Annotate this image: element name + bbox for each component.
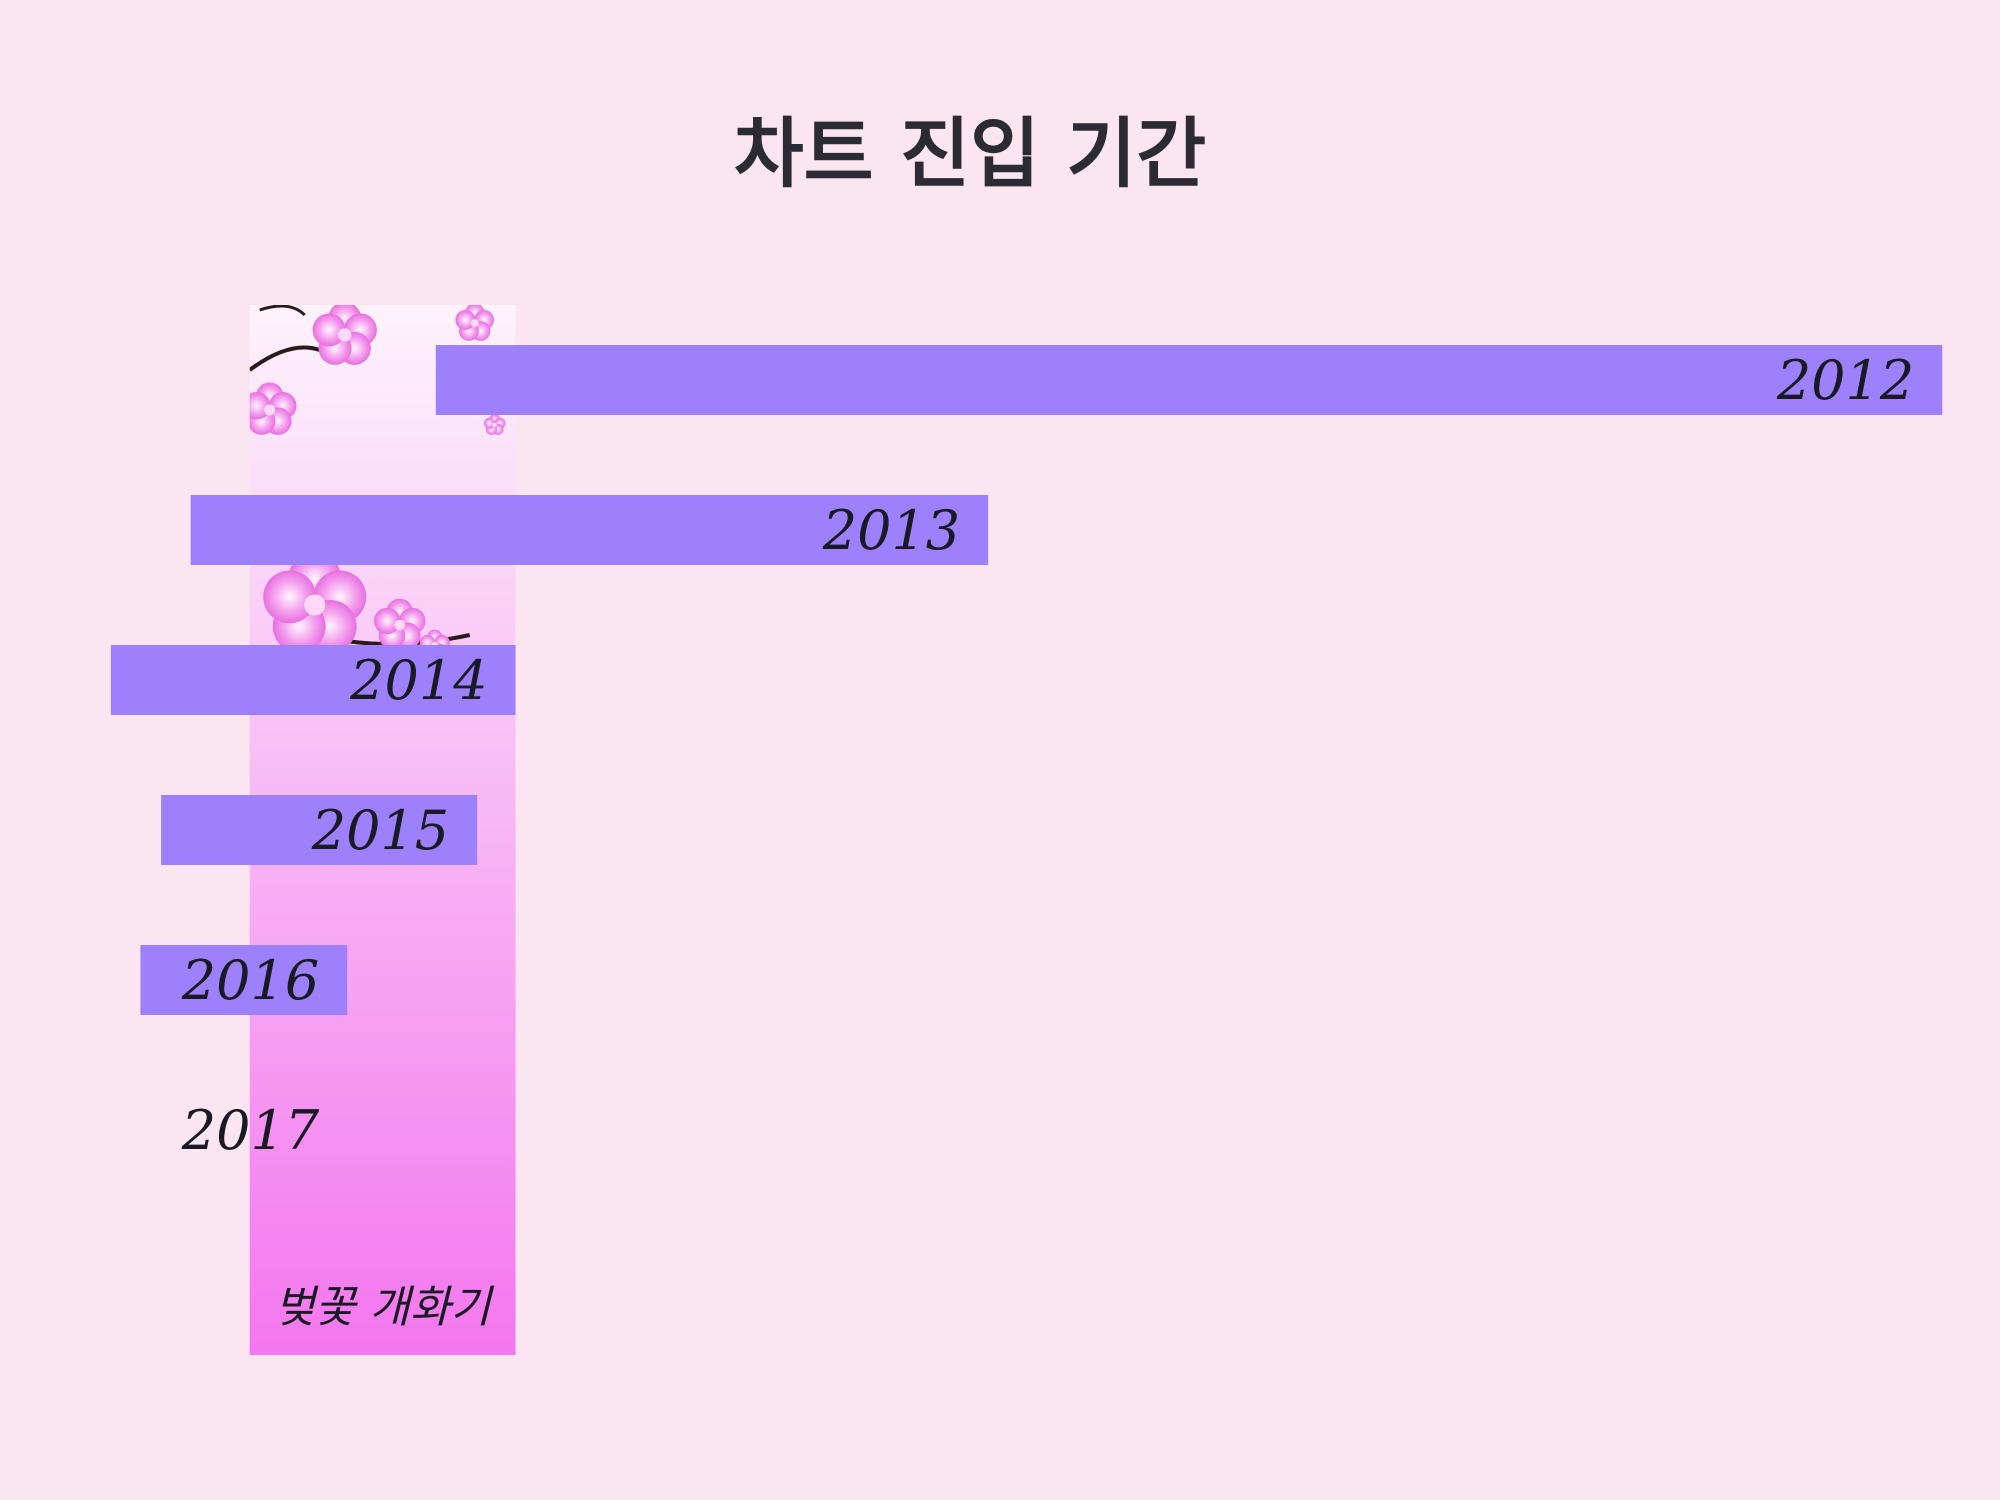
blossom-period-label: 벚꽃 개화기 (274, 1282, 494, 1333)
bar-2014 (110, 645, 516, 715)
bar-2015 (161, 795, 478, 865)
bar-2016 (140, 945, 348, 1015)
cherry-blossom-decoration (249, 305, 506, 659)
bar-label-2013: 2013 (822, 499, 960, 562)
bar-label-2014: 2014 (349, 649, 487, 712)
bar-label-2016: 2016 (181, 949, 319, 1012)
bar-2012 (435, 345, 1943, 415)
bar-2013 (190, 495, 989, 565)
bar-label-2012: 2012 (1776, 349, 1914, 412)
chart-title: 차트 진입 기간 (734, 109, 1206, 198)
bar-label-2017: 2017 (181, 1099, 320, 1162)
bar-label-2015: 2015 (311, 799, 449, 862)
